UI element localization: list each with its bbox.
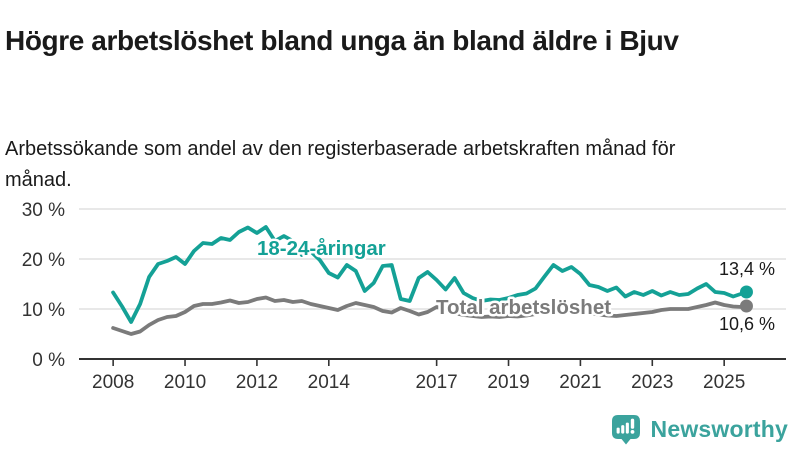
x-tick-label: 2023 (631, 372, 673, 393)
x-tick-label: 2019 (487, 372, 529, 393)
x-tick-label: 2021 (559, 372, 601, 393)
series-line-young (111, 225, 749, 324)
series-label-young: 18-24-åringar (257, 237, 386, 260)
y-tick-label: 0 % (32, 350, 65, 371)
end-value-label-young: 13,4 % (719, 259, 775, 279)
x-tick-label: 2017 (415, 372, 457, 393)
exclamation-bar (630, 418, 634, 429)
x-tick-label: 2008 (92, 372, 134, 393)
x-tick-label: 2014 (308, 372, 351, 393)
chart-subtitle: Arbetssökande som andel av den registerb… (5, 138, 676, 191)
y-tick-label: 10 % (22, 300, 65, 321)
page-title: Högre arbetslöshet bland unga än bland ä… (5, 24, 679, 56)
series-line-total (111, 295, 749, 336)
x-tick-label: 2012 (236, 372, 278, 393)
x-tick-label: 2010 (164, 372, 206, 393)
brand-name: Newsworthy (650, 416, 788, 442)
end-dot-total (739, 299, 753, 313)
end-value-label-total: 10,6 % (719, 314, 775, 334)
bar-chart-glyph (616, 418, 634, 434)
series-label-total: Total arbetslöshet (436, 296, 611, 319)
y-tick-label: 20 % (22, 250, 65, 271)
end-dot-young (739, 285, 753, 299)
unemployment-line-chart: 0 % 10 % 20 % 30 % 2008 2010 2012 2014 2017 2019 2… (22, 200, 786, 393)
exclamation-dot (630, 430, 634, 434)
newsworthy-logo-icon (611, 415, 640, 445)
newsworthy-brand-link[interactable]: Newsworthy (610, 413, 788, 446)
y-tick-label: 30 % (22, 200, 65, 221)
x-tick-label: 2025 (703, 372, 745, 393)
